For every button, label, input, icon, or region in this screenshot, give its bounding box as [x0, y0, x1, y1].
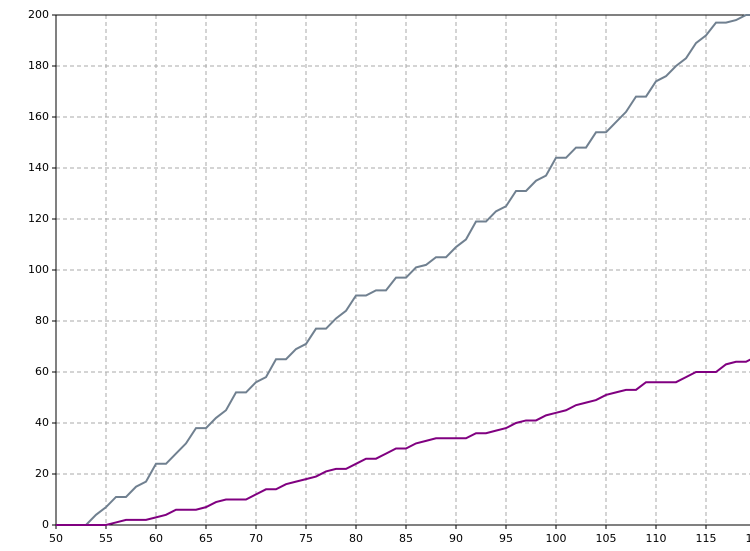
y-tick-label: 200: [28, 8, 49, 21]
x-tick-label: 85: [399, 532, 413, 545]
y-tick-label: 0: [42, 518, 49, 531]
y-tick-label: 60: [35, 365, 49, 378]
x-tick-label: 105: [596, 532, 617, 545]
y-tick-label: 160: [28, 110, 49, 123]
x-tick-label: 110: [646, 532, 667, 545]
x-tick-label: 120: [746, 532, 750, 545]
series-line: [56, 14, 750, 526]
x-tick-label: 80: [349, 532, 363, 545]
x-tick-label: 115: [696, 532, 717, 545]
y-tick-label: 20: [35, 467, 49, 480]
x-tick-label: 100: [546, 532, 567, 545]
y-tick-label: 80: [35, 314, 49, 327]
y-tick-label: 120: [28, 212, 49, 225]
y-tick-label: 100: [28, 263, 49, 276]
x-tick-label: 50: [49, 532, 63, 545]
x-tick-label: 55: [99, 532, 113, 545]
x-tick-label: 70: [249, 532, 263, 545]
y-tick-label: 180: [28, 59, 49, 72]
x-tick-label: 60: [149, 532, 163, 545]
x-tick-label: 65: [199, 532, 213, 545]
x-tick-label: 95: [499, 532, 513, 545]
series-line: [56, 358, 750, 526]
y-tick-label: 140: [28, 161, 49, 174]
x-tick-label: 90: [449, 532, 463, 545]
y-tick-label: 40: [35, 416, 49, 429]
x-tick-label: 75: [299, 532, 313, 545]
